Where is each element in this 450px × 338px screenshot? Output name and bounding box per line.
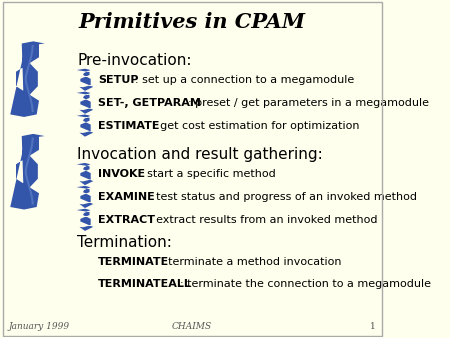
- Text: SETUP: SETUP: [99, 75, 139, 85]
- Text: Pre-invocation:: Pre-invocation:: [77, 53, 192, 68]
- PathPatch shape: [76, 163, 93, 185]
- PathPatch shape: [76, 115, 93, 137]
- PathPatch shape: [76, 209, 93, 231]
- Text: Primitives in CPAM: Primitives in CPAM: [79, 13, 306, 32]
- Text: : set up a connection to a megamodule: : set up a connection to a megamodule: [135, 75, 354, 85]
- PathPatch shape: [76, 92, 93, 114]
- Text: CHAIMS: CHAIMS: [172, 322, 212, 331]
- Text: Invocation and result gathering:: Invocation and result gathering:: [77, 147, 323, 162]
- Text: ESTIMATE: ESTIMATE: [99, 121, 160, 130]
- Text: 1: 1: [370, 322, 376, 331]
- Text: SET-, GETPARAM: SET-, GETPARAM: [99, 98, 201, 107]
- Text: TERMINATE: TERMINATE: [99, 257, 170, 267]
- Text: January 1999: January 1999: [9, 322, 69, 331]
- Text: EXTRACT: EXTRACT: [99, 215, 155, 225]
- Text: : start a specific method: : start a specific method: [140, 169, 276, 179]
- Text: : terminate the connection to a megamodule: : terminate the connection to a megamodu…: [180, 280, 431, 289]
- Text: EXAMINE: EXAMINE: [99, 192, 155, 202]
- Text: : test status and progress of an invoked method: : test status and progress of an invoked…: [148, 192, 417, 202]
- PathPatch shape: [76, 69, 93, 91]
- Text: : preset / get parameters in a megamodule: : preset / get parameters in a megamodul…: [188, 98, 429, 107]
- Text: INVOKE: INVOKE: [99, 169, 145, 179]
- Text: : terminate a method invocation: : terminate a method invocation: [161, 257, 342, 267]
- Text: : extract results from an invoked method: : extract results from an invoked method: [149, 215, 377, 225]
- PathPatch shape: [10, 134, 45, 210]
- Text: TERMINATEALL: TERMINATEALL: [99, 280, 192, 289]
- Text: Termination:: Termination:: [77, 235, 172, 250]
- Text: : get cost estimation for optimization: : get cost estimation for optimization: [153, 121, 359, 130]
- PathPatch shape: [76, 186, 93, 208]
- PathPatch shape: [10, 41, 45, 117]
